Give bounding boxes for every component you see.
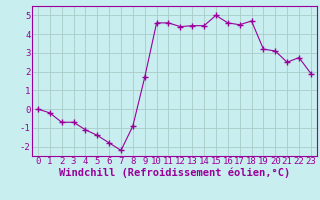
X-axis label: Windchill (Refroidissement éolien,°C): Windchill (Refroidissement éolien,°C) — [59, 168, 290, 178]
